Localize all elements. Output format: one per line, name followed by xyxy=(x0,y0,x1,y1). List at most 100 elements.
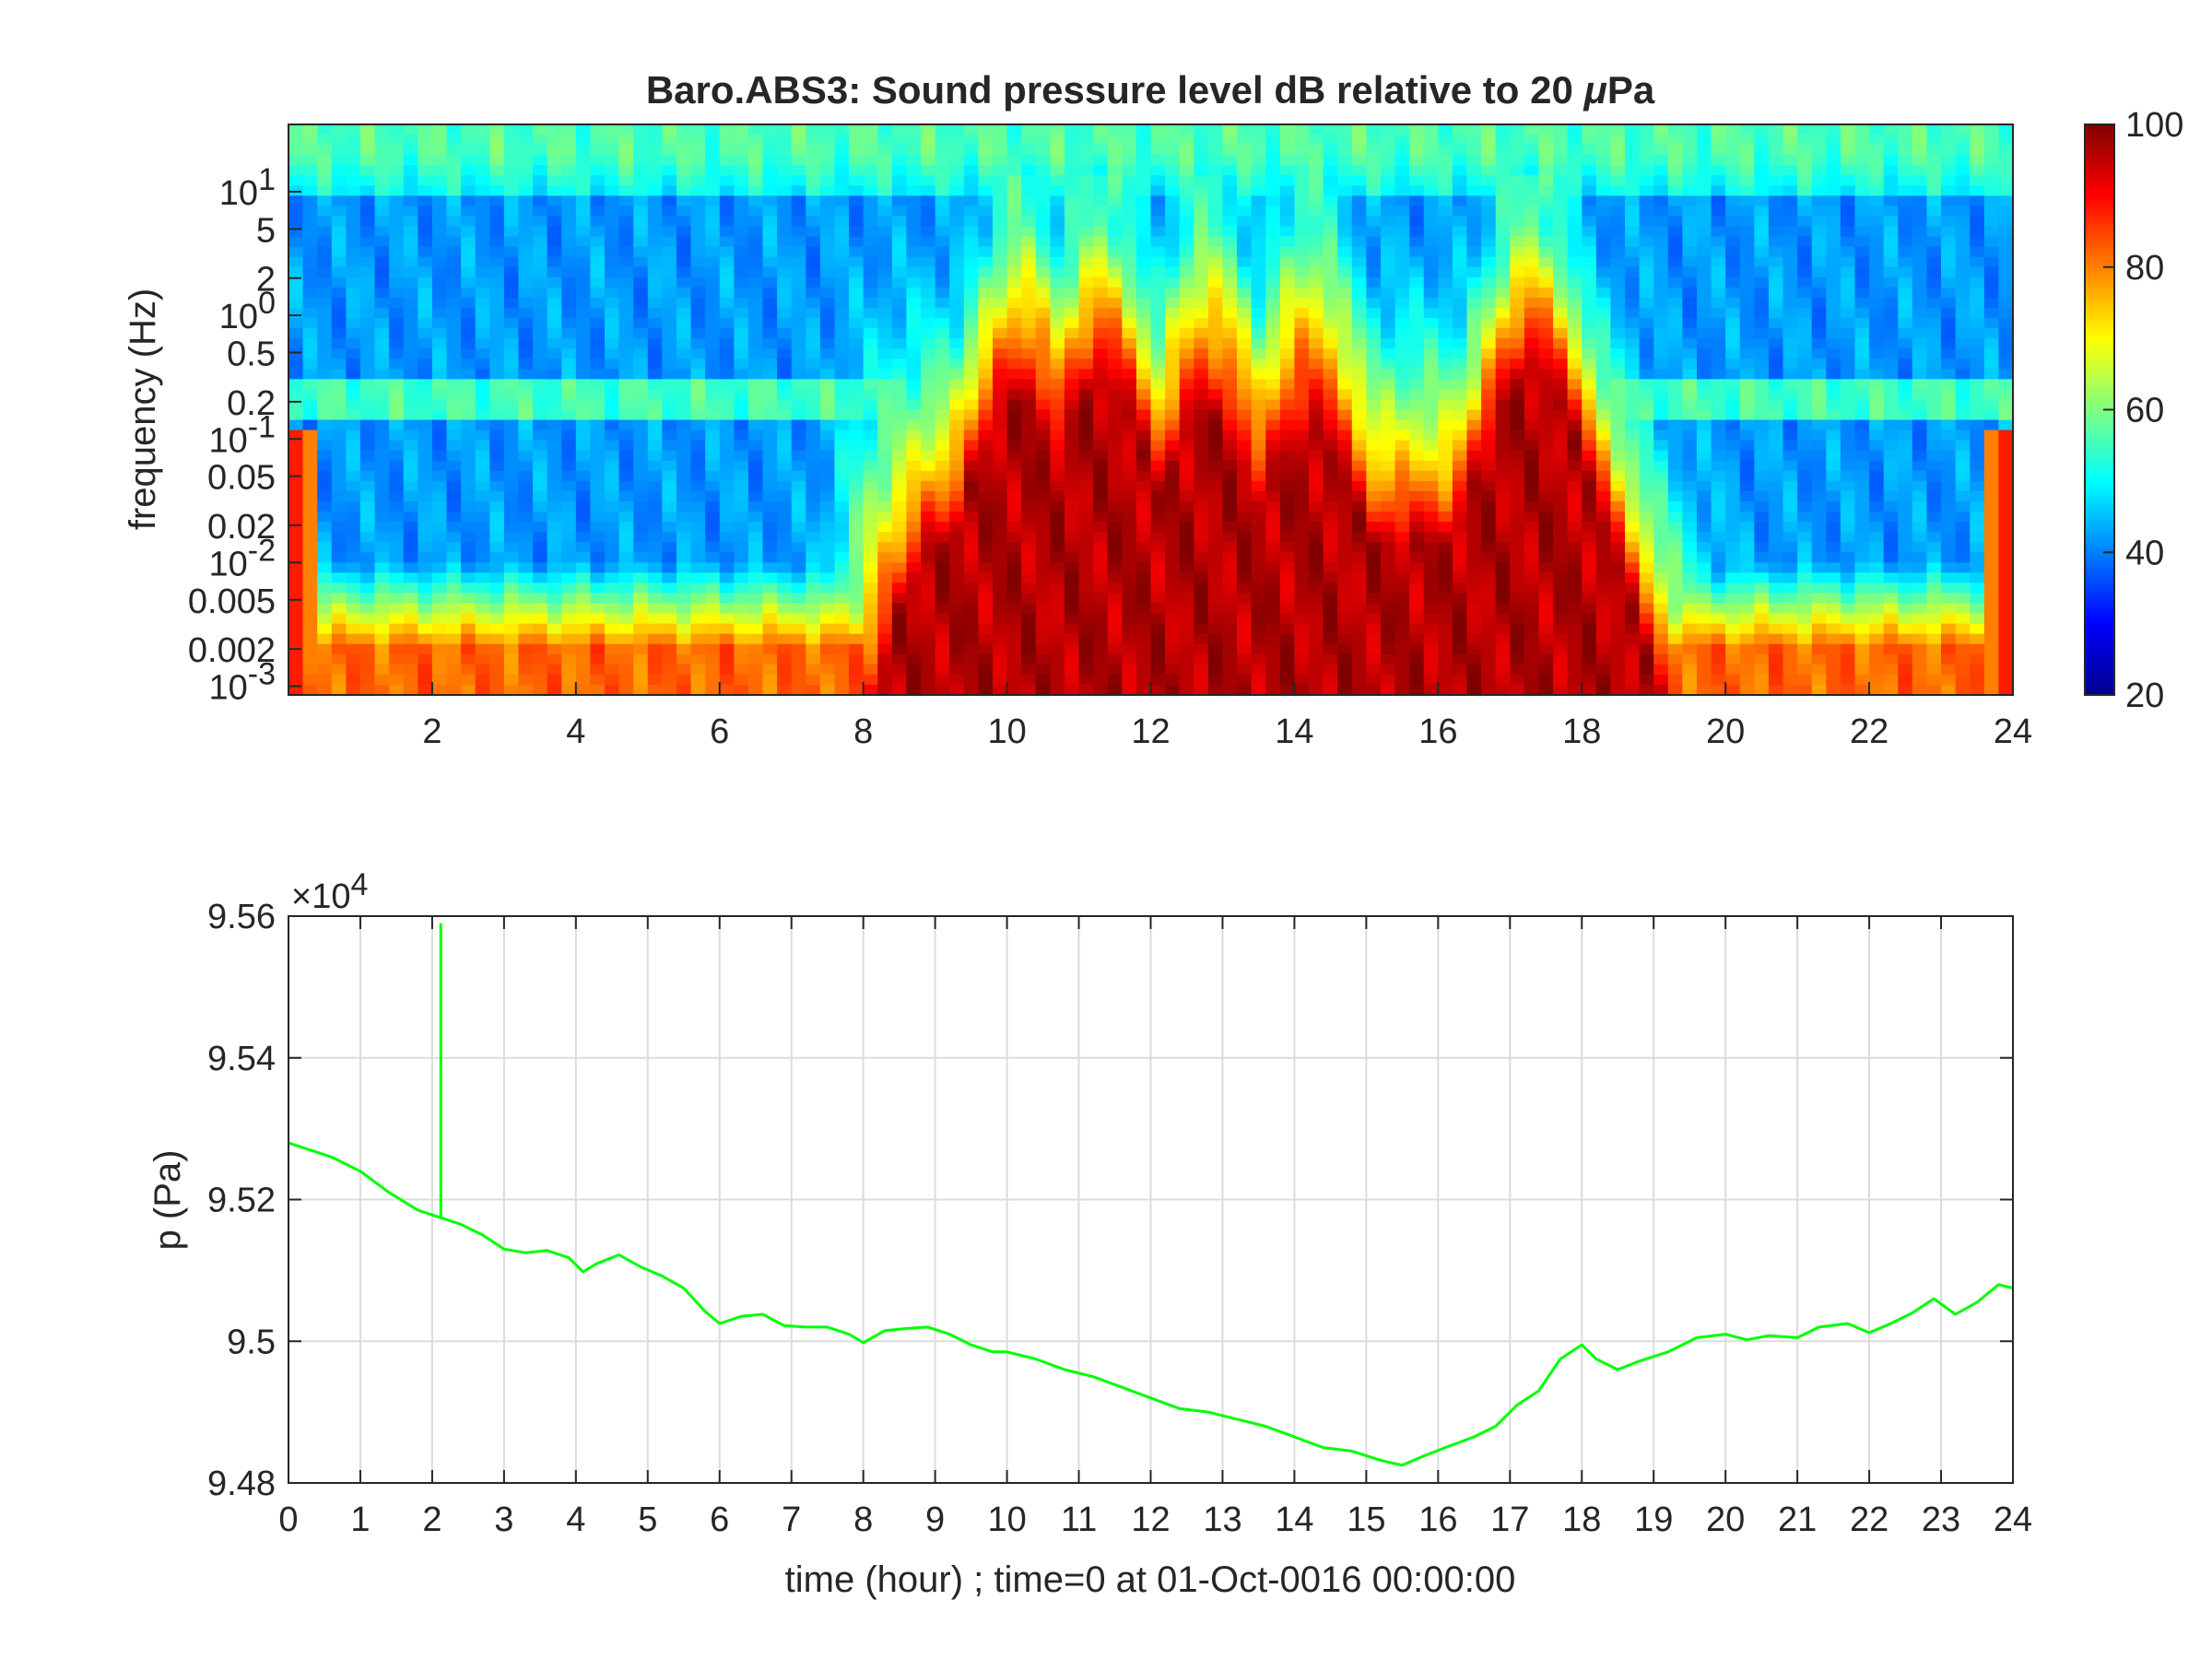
spectrogram-cell xyxy=(1294,165,1310,176)
spectrogram-cell xyxy=(1351,674,1367,686)
spectrogram-cell xyxy=(1035,532,1051,543)
spectrogram-cell xyxy=(475,613,490,625)
spectrogram-cell xyxy=(891,643,908,655)
spectrogram-cell xyxy=(777,307,793,319)
spectrogram-cell xyxy=(949,206,965,218)
spectrogram-cell xyxy=(288,328,304,339)
spectrogram-cell xyxy=(762,338,778,349)
spectrogram-cell xyxy=(317,603,333,615)
spectrogram-cell xyxy=(1438,379,1453,390)
spectrogram-cell xyxy=(633,490,649,502)
spectrogram-cell xyxy=(1294,593,1310,605)
spectrogram-cell xyxy=(1279,450,1296,462)
spectrogram-cell xyxy=(1409,450,1425,462)
spectrogram-cell xyxy=(647,175,663,186)
spectrogram-cell xyxy=(1006,206,1022,218)
spectrogram-cell xyxy=(1466,328,1482,339)
spectrogram-cell xyxy=(992,613,1008,625)
spectrogram-cell xyxy=(834,328,850,339)
spectrogram-cell xyxy=(921,633,936,645)
spectrogram-cell xyxy=(1510,328,1525,339)
spectrogram-cell xyxy=(949,613,965,625)
spectrogram-cell xyxy=(1495,512,1511,523)
spectrogram-cell xyxy=(1107,165,1123,176)
spectrogram-cell xyxy=(1409,307,1425,319)
spectrogram-cell xyxy=(389,603,405,615)
spectrogram-cell xyxy=(561,582,577,594)
spectrogram-cell xyxy=(503,643,520,655)
spectrogram-cell xyxy=(647,542,663,553)
spectrogram-cell xyxy=(1423,276,1439,288)
spectrogram-cell xyxy=(1050,440,1065,452)
spectrogram-cell xyxy=(863,552,878,563)
spectrogram-cell xyxy=(1309,328,1324,339)
spectrogram-cell xyxy=(302,318,318,329)
spectrogram-cell xyxy=(1064,674,1080,686)
spectrogram-cell xyxy=(1150,328,1166,339)
spectrogram-cell xyxy=(747,633,764,645)
spectrogram-cell xyxy=(819,522,836,533)
spectrogram-cell xyxy=(1481,236,1497,248)
spectrogram-cell xyxy=(819,369,836,380)
spectrogram-cell xyxy=(518,409,534,421)
spectrogram-cell xyxy=(949,522,965,533)
spectrogram-cell xyxy=(302,338,318,349)
spectrogram-cell xyxy=(1553,145,1569,156)
spectrogram-cell xyxy=(1006,145,1022,156)
spectrogram-cell xyxy=(1107,246,1123,258)
spectrogram-cell xyxy=(1251,389,1266,401)
spectrogram-cell xyxy=(1078,226,1094,238)
spectrogram-cell xyxy=(1394,593,1410,605)
spectrogram-cell xyxy=(1006,318,1022,329)
spectrogram-cell xyxy=(1237,287,1253,299)
spectrogram-cell xyxy=(1366,276,1382,288)
spectrogram-cell xyxy=(719,480,735,492)
spectrogram-cell xyxy=(1466,674,1482,686)
spectrogram-cell xyxy=(618,124,634,135)
spectrogram-cell xyxy=(1495,429,1511,441)
spectrogram-cell xyxy=(1337,399,1353,411)
spectrogram-cell xyxy=(921,266,936,278)
spectrogram-cell xyxy=(1510,633,1525,645)
spectrogram-cell xyxy=(949,185,965,196)
spectrogram-cell xyxy=(849,266,865,278)
spectrogram-cell xyxy=(1107,490,1123,502)
spectrogram-cell xyxy=(719,389,735,401)
spectrogram-cell xyxy=(518,206,534,218)
spectrogram-cell xyxy=(1194,440,1209,452)
spectrogram-cell xyxy=(475,542,490,553)
spectrogram-cell xyxy=(935,633,950,645)
spectrogram-cell xyxy=(346,633,361,645)
spectrogram-cell xyxy=(906,318,922,329)
spectrogram-cell xyxy=(302,552,318,563)
spectrogram-cell xyxy=(346,593,361,605)
spectrogram-cell xyxy=(690,359,706,370)
spectrogram-cell xyxy=(777,522,793,533)
spectrogram-cell xyxy=(1394,429,1410,441)
spectrogram-cell xyxy=(992,276,1008,288)
spectrogram-cell xyxy=(446,552,462,563)
spectrogram-cell xyxy=(418,429,433,441)
spectrogram-cell xyxy=(1423,480,1439,492)
spectrogram-cell xyxy=(633,297,649,309)
spectrogram-cell xyxy=(1351,450,1367,462)
spectrogram-cell xyxy=(1251,623,1266,635)
spectrogram-cell xyxy=(777,613,793,625)
spectrogram-cell xyxy=(1337,256,1353,268)
spectrogram-cell xyxy=(1423,266,1439,278)
spectrogram-cell xyxy=(1538,674,1554,686)
spectrogram-cell xyxy=(949,379,965,390)
spectrogram-cell xyxy=(834,236,850,248)
spectrogram-cell xyxy=(590,379,606,390)
spectrogram-cell xyxy=(1466,593,1482,605)
spectrogram-cell xyxy=(891,429,908,441)
spectrogram-cell xyxy=(418,226,433,238)
spectrogram-cell xyxy=(1251,450,1266,462)
spectrogram-cell xyxy=(1309,490,1324,502)
spectrogram-cell xyxy=(877,185,893,196)
spectrogram-cell xyxy=(921,623,936,635)
spectrogram-cell xyxy=(1107,206,1123,218)
spectrogram-cell xyxy=(317,276,333,288)
spectrogram-cell xyxy=(747,318,764,329)
spectrogram-cell xyxy=(1524,664,1540,676)
